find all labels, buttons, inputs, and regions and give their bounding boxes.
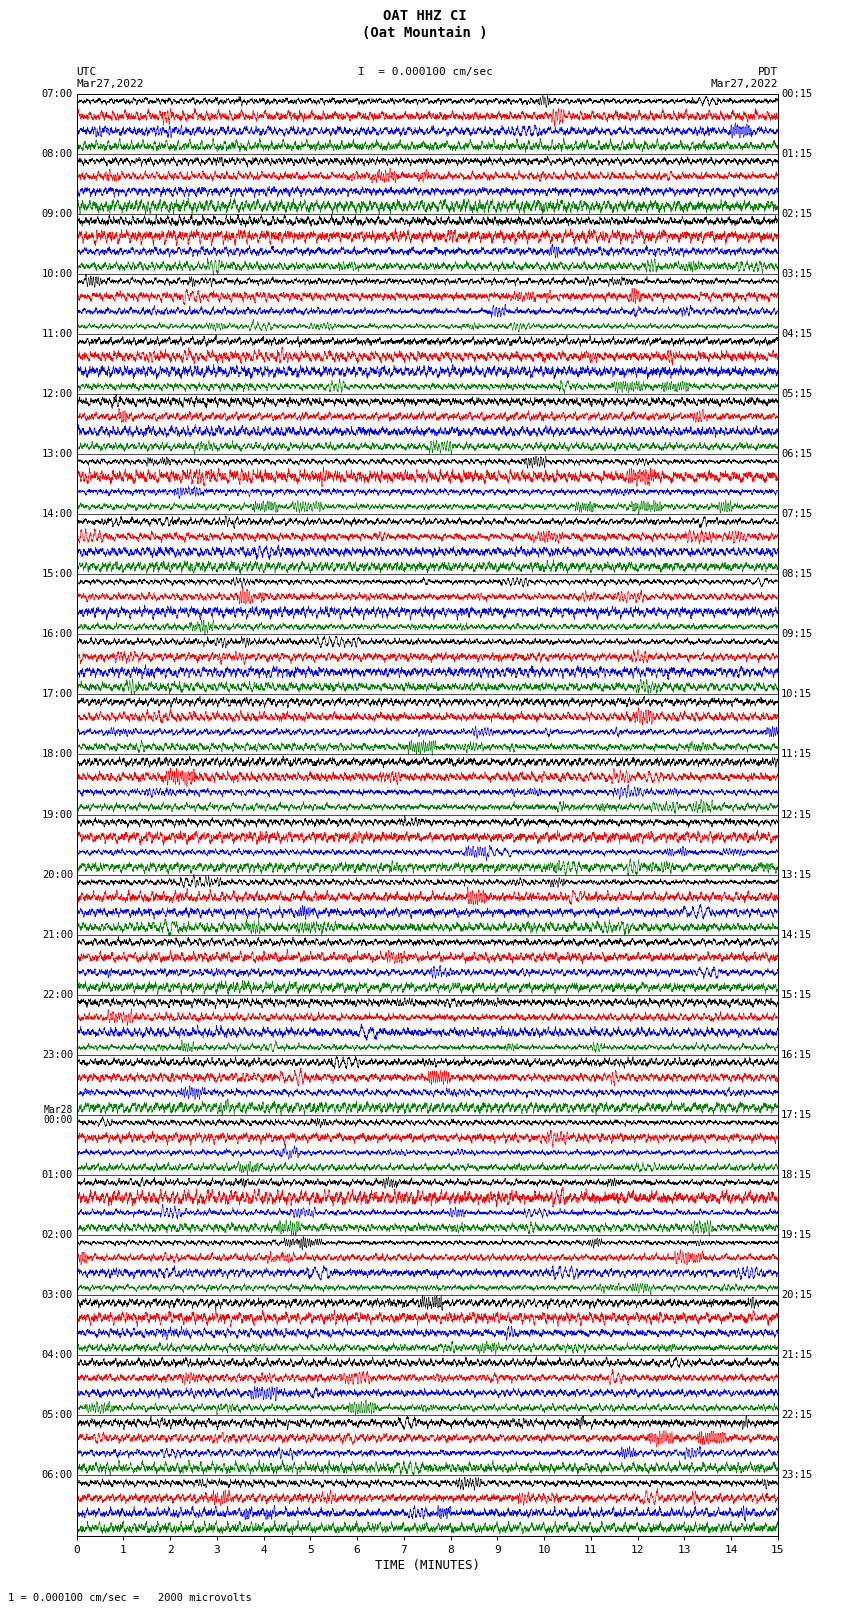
Text: 21:15: 21:15 — [781, 1350, 813, 1360]
Text: 05:15: 05:15 — [781, 389, 813, 398]
Text: 19:15: 19:15 — [781, 1231, 813, 1240]
Text: 17:15: 17:15 — [781, 1110, 813, 1119]
Text: 22:00: 22:00 — [42, 990, 73, 1000]
Text: 12:15: 12:15 — [781, 810, 813, 819]
Text: 07:15: 07:15 — [781, 510, 813, 519]
Text: 19:00: 19:00 — [42, 810, 73, 819]
Text: Mar28
00:00: Mar28 00:00 — [43, 1105, 73, 1126]
Text: 06:00: 06:00 — [42, 1471, 73, 1481]
Text: 21:00: 21:00 — [42, 929, 73, 940]
Text: 04:15: 04:15 — [781, 329, 813, 339]
X-axis label: TIME (MINUTES): TIME (MINUTES) — [375, 1558, 479, 1571]
Text: OAT HHZ CI
(Oat Mountain ): OAT HHZ CI (Oat Mountain ) — [362, 10, 488, 40]
Text: PDT
Mar27,2022: PDT Mar27,2022 — [711, 68, 778, 89]
Text: 18:00: 18:00 — [42, 750, 73, 760]
Text: 13:15: 13:15 — [781, 869, 813, 879]
Text: 16:15: 16:15 — [781, 1050, 813, 1060]
Text: 01:15: 01:15 — [781, 148, 813, 158]
Text: 11:15: 11:15 — [781, 750, 813, 760]
Text: 20:00: 20:00 — [42, 869, 73, 879]
Text: 23:15: 23:15 — [781, 1471, 813, 1481]
Text: 08:00: 08:00 — [42, 148, 73, 158]
Text: 04:00: 04:00 — [42, 1350, 73, 1360]
Text: 14:15: 14:15 — [781, 929, 813, 940]
Text: 10:15: 10:15 — [781, 689, 813, 700]
Text: 23:00: 23:00 — [42, 1050, 73, 1060]
Text: 16:00: 16:00 — [42, 629, 73, 639]
Text: 13:00: 13:00 — [42, 448, 73, 460]
Text: 12:00: 12:00 — [42, 389, 73, 398]
Text: 07:00: 07:00 — [42, 89, 73, 98]
Text: 08:15: 08:15 — [781, 569, 813, 579]
Text: 02:00: 02:00 — [42, 1231, 73, 1240]
Text: 14:00: 14:00 — [42, 510, 73, 519]
Text: 20:15: 20:15 — [781, 1290, 813, 1300]
Text: I  = 0.000100 cm/sec: I = 0.000100 cm/sec — [358, 68, 492, 77]
Text: 10:00: 10:00 — [42, 269, 73, 279]
Text: UTC
Mar27,2022: UTC Mar27,2022 — [76, 68, 144, 89]
Text: 01:00: 01:00 — [42, 1169, 73, 1181]
Text: 09:00: 09:00 — [42, 208, 73, 219]
Text: 15:15: 15:15 — [781, 990, 813, 1000]
Text: 11:00: 11:00 — [42, 329, 73, 339]
Text: 02:15: 02:15 — [781, 208, 813, 219]
Text: 06:15: 06:15 — [781, 448, 813, 460]
Text: 1 = 0.000100 cm/sec =   2000 microvolts: 1 = 0.000100 cm/sec = 2000 microvolts — [8, 1594, 252, 1603]
Text: 00:15: 00:15 — [781, 89, 813, 98]
Text: 22:15: 22:15 — [781, 1410, 813, 1421]
Text: 18:15: 18:15 — [781, 1169, 813, 1181]
Text: 15:00: 15:00 — [42, 569, 73, 579]
Text: 09:15: 09:15 — [781, 629, 813, 639]
Text: 03:15: 03:15 — [781, 269, 813, 279]
Text: 17:00: 17:00 — [42, 689, 73, 700]
Text: 03:00: 03:00 — [42, 1290, 73, 1300]
Text: 05:00: 05:00 — [42, 1410, 73, 1421]
